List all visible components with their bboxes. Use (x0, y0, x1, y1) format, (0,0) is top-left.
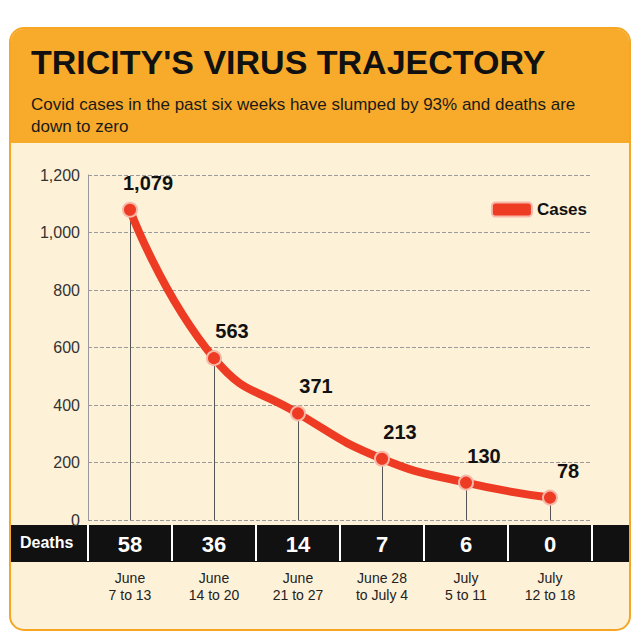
svg-text:1,079: 1,079 (123, 172, 173, 194)
svg-text:July: July (454, 570, 479, 586)
svg-text:21 to 27: 21 to 27 (273, 587, 324, 603)
svg-text:200: 200 (53, 454, 80, 471)
svg-text:June: June (199, 570, 230, 586)
svg-text:June 28: June 28 (357, 570, 407, 586)
svg-text:14: 14 (286, 532, 311, 557)
svg-text:14 to 20: 14 to 20 (189, 587, 240, 603)
svg-text:563: 563 (215, 320, 248, 342)
svg-text:June: June (283, 570, 314, 586)
svg-text:58: 58 (118, 532, 142, 557)
svg-text:400: 400 (53, 397, 80, 414)
svg-text:36: 36 (202, 532, 226, 557)
svg-text:213: 213 (383, 421, 416, 443)
svg-text:600: 600 (53, 339, 80, 356)
svg-text:7: 7 (376, 532, 388, 557)
svg-text:down to zero: down to zero (31, 117, 128, 136)
svg-text:5 to 11: 5 to 11 (445, 587, 487, 603)
svg-text:12 to 18: 12 to 18 (525, 587, 576, 603)
svg-text:800: 800 (53, 282, 80, 299)
svg-text:371: 371 (299, 375, 332, 397)
svg-text:Covid cases in the past six we: Covid cases in the past six weeks have s… (31, 95, 580, 114)
svg-text:7 to 13: 7 to 13 (109, 587, 152, 603)
svg-text:0: 0 (544, 532, 556, 557)
svg-text:1,200: 1,200 (40, 167, 80, 184)
svg-text:1,000: 1,000 (40, 224, 80, 241)
svg-text:130: 130 (467, 445, 500, 467)
svg-text:Cases: Cases (537, 200, 587, 219)
svg-text:Deaths: Deaths (20, 534, 73, 551)
svg-text:TRICITY'S VIRUS TRAJECTORY: TRICITY'S VIRUS TRAJECTORY (31, 43, 546, 81)
svg-text:June: June (115, 570, 146, 586)
svg-text:6: 6 (460, 532, 472, 557)
svg-text:78: 78 (557, 460, 579, 482)
svg-text:July: July (538, 570, 563, 586)
svg-text:0: 0 (71, 512, 80, 529)
svg-text:to July 4: to July 4 (356, 587, 408, 603)
